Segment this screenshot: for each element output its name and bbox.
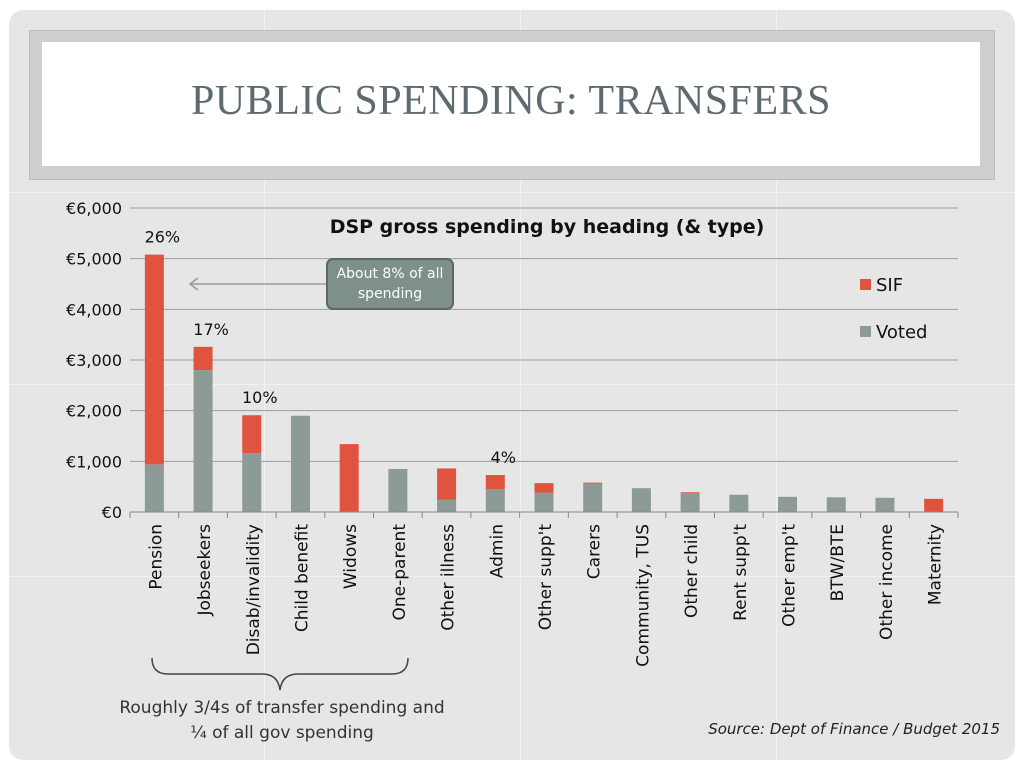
x-category-label: Rent supp't: [731, 524, 751, 621]
y-tick-label: €0: [102, 503, 122, 522]
x-category-label: Admin: [487, 524, 507, 578]
background-gridline: [9, 192, 1015, 193]
legend-swatch-sif: [860, 279, 871, 290]
grouping-brace: [151, 657, 409, 691]
percent-annotation: 26%: [145, 228, 181, 247]
x-category-label: Other illness: [439, 524, 459, 631]
background-gridline: [9, 384, 1015, 385]
bar-voted: [729, 494, 749, 512]
bar-sif: [485, 475, 505, 490]
x-category-label: Child benefit: [292, 524, 312, 632]
x-category-label: Jobseekers: [195, 524, 215, 617]
bar-sif: [583, 482, 603, 484]
x-category-label: Community, TUS: [633, 524, 653, 667]
bar-sif: [437, 468, 457, 500]
percent-annotation: 4%: [491, 448, 516, 467]
bar-voted: [242, 453, 262, 512]
bar-sif: [924, 498, 944, 512]
bar-voted: [437, 499, 457, 512]
y-tick-label: €4,000: [66, 300, 122, 319]
x-category-label: Other income: [877, 524, 897, 640]
bar-sif: [242, 415, 262, 454]
y-tick-label: €6,000: [66, 199, 122, 218]
bar-sif: [144, 254, 164, 465]
slide-title: PUBLIC SPENDING: TRANSFERS: [190, 78, 832, 124]
title-box: PUBLIC SPENDING: TRANSFERS: [42, 42, 980, 166]
bar-sif: [680, 492, 700, 494]
footnote: Roughly 3/4s of transfer spending and ¼ …: [92, 696, 472, 746]
legend-swatch-voted: [860, 326, 871, 337]
bar-voted: [534, 492, 554, 512]
legend-label-voted: Voted: [876, 322, 928, 343]
bar-sif: [339, 444, 359, 512]
y-tick-label: €5,000: [66, 250, 122, 269]
percent-annotation: 10%: [242, 388, 278, 407]
chart-title: DSP gross spending by heading (& type): [330, 216, 765, 238]
background-gridline: [264, 10, 265, 760]
x-category-label: Disab/invalidity: [244, 524, 264, 655]
legend-label-sif: SIF: [876, 275, 903, 296]
bar-sif: [534, 483, 554, 493]
bar-voted: [875, 497, 895, 512]
callout-text: About 8% of all spending: [336, 266, 444, 302]
x-category-label: Other child: [682, 524, 702, 618]
x-category-label: Carers: [585, 524, 605, 579]
x-category-label: Other supp't: [536, 524, 556, 631]
x-category-label: Widows: [341, 524, 361, 589]
bar-voted: [778, 496, 798, 512]
bar-voted: [193, 370, 213, 512]
footnote-line-1: Roughly 3/4s of transfer spending and: [119, 698, 445, 718]
footnote-line-2: ¼ of all gov spending: [190, 723, 374, 743]
y-tick-label: €2,000: [66, 402, 122, 421]
x-category-label: Maternity: [926, 524, 946, 605]
background-gridline: [9, 576, 1015, 577]
background-gridline: [776, 10, 777, 760]
background-gridline: [520, 10, 521, 760]
bar-voted: [485, 489, 505, 512]
x-category-label: Other emp't: [780, 524, 800, 627]
bar-voted: [826, 497, 846, 512]
callout-box: About 8% of all spending: [326, 258, 454, 310]
callout-arrowhead: [188, 277, 199, 291]
x-category-label: Pension: [146, 524, 166, 590]
bar-voted: [388, 468, 408, 512]
x-category-label: BTW/BTE: [828, 524, 848, 601]
y-tick-label: €1,000: [66, 452, 122, 471]
bar-voted: [631, 488, 651, 512]
y-tick-label: €3,000: [66, 351, 122, 370]
x-category-label: One-parent: [390, 524, 410, 621]
bar-voted: [680, 493, 700, 512]
source-note: Source: Dept of Finance / Budget 2015: [708, 720, 1000, 738]
percent-annotation: 17%: [193, 320, 229, 339]
bar-sif: [193, 346, 213, 371]
bar-voted: [583, 483, 603, 512]
bar-voted: [144, 464, 164, 512]
bar-voted: [290, 415, 310, 512]
